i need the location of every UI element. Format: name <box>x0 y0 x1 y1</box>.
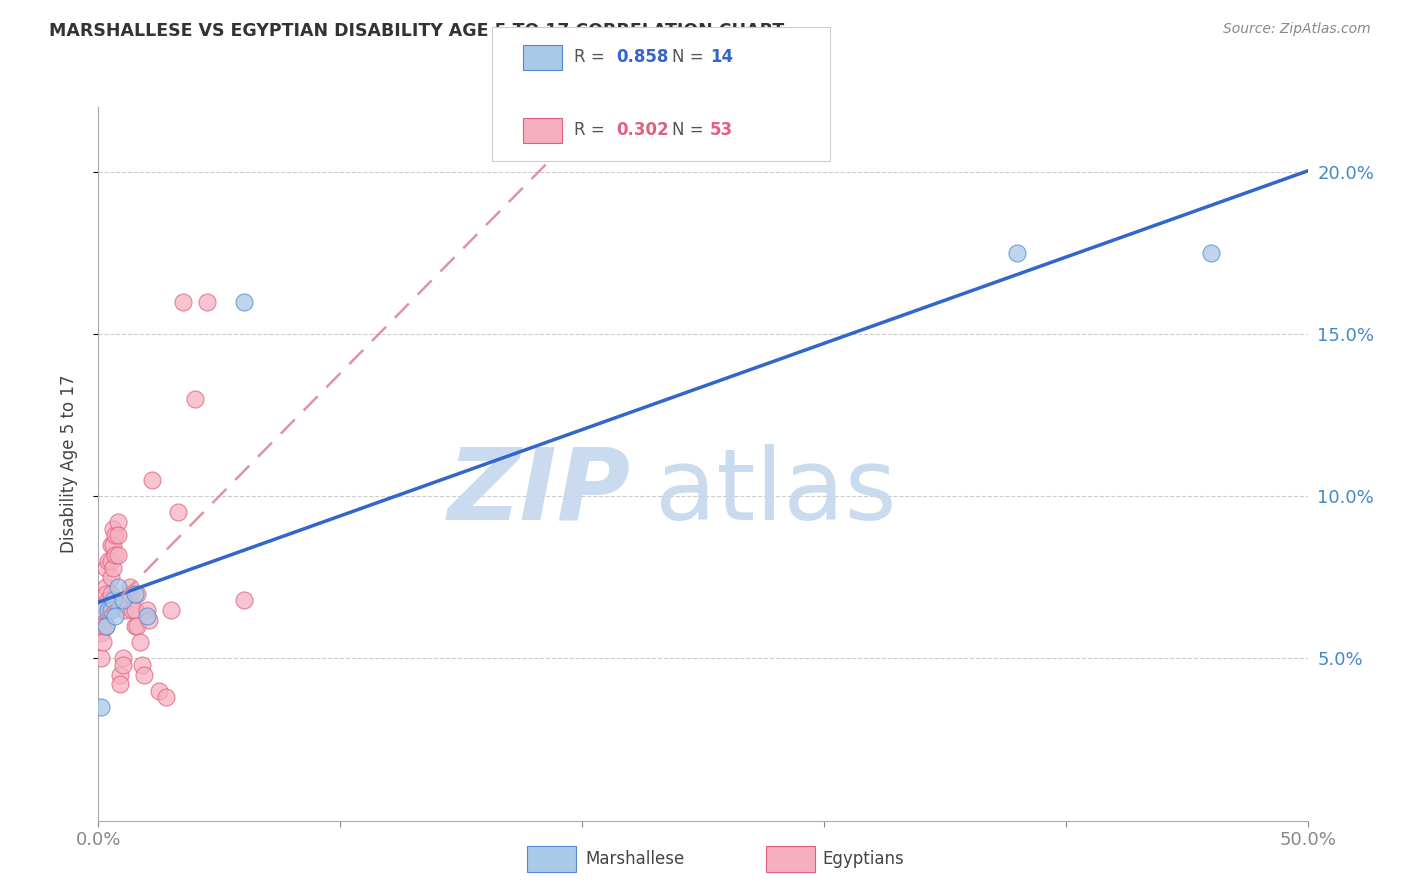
Point <box>127 619 149 633</box>
Text: ZIP: ZIP <box>447 444 630 541</box>
Point <box>90 603 112 617</box>
Text: Source: ZipAtlas.com: Source: ZipAtlas.com <box>1223 22 1371 37</box>
Text: Marshallese: Marshallese <box>585 850 685 868</box>
Point <box>172 294 194 309</box>
Point <box>101 560 124 574</box>
Text: R =: R = <box>574 121 610 139</box>
Text: N =: N = <box>672 121 709 139</box>
Point <box>97 554 120 568</box>
Point <box>135 609 157 624</box>
Point <box>124 586 146 600</box>
Y-axis label: Disability Age 5 to 17: Disability Age 5 to 17 <box>59 375 77 553</box>
Point <box>97 593 120 607</box>
Point <box>100 586 122 600</box>
Point <box>108 677 131 691</box>
Point <box>160 603 183 617</box>
Point <box>91 635 114 649</box>
Point <box>107 528 129 542</box>
Point <box>167 506 190 520</box>
Point <box>232 593 254 607</box>
Point <box>101 593 124 607</box>
Point <box>195 294 218 309</box>
Point <box>107 548 129 562</box>
Point <box>91 613 114 627</box>
Point <box>128 635 150 649</box>
Point <box>90 700 112 714</box>
Text: R =: R = <box>574 48 610 66</box>
Point <box>94 619 117 633</box>
Text: atlas: atlas <box>655 444 896 541</box>
Point <box>111 651 134 665</box>
Point <box>1007 246 1029 260</box>
Point <box>184 392 207 406</box>
Point <box>111 657 134 672</box>
Point <box>100 538 122 552</box>
Point <box>114 603 136 617</box>
Point <box>124 619 146 633</box>
Point <box>91 603 114 617</box>
Text: MARSHALLESE VS EGYPTIAN DISABILITY AGE 5 TO 17 CORRELATION CHART: MARSHALLESE VS EGYPTIAN DISABILITY AGE 5… <box>49 22 785 40</box>
Point <box>124 603 146 617</box>
Text: 14: 14 <box>710 48 733 66</box>
Point <box>148 684 170 698</box>
Point <box>107 515 129 529</box>
Point <box>118 580 141 594</box>
Text: 0.302: 0.302 <box>616 121 668 139</box>
Point <box>117 593 139 607</box>
Point <box>232 294 254 309</box>
Text: N =: N = <box>672 48 709 66</box>
Point <box>90 625 112 640</box>
Point <box>101 522 124 536</box>
Point <box>91 603 114 617</box>
Text: 53: 53 <box>710 121 733 139</box>
Point <box>111 593 134 607</box>
Point <box>94 560 117 574</box>
Point <box>97 603 120 617</box>
Point <box>135 603 157 617</box>
Point <box>94 586 117 600</box>
Point <box>108 667 131 681</box>
Point <box>94 580 117 594</box>
Point <box>107 580 129 594</box>
Point <box>141 473 163 487</box>
Point <box>100 554 122 568</box>
Text: Egyptians: Egyptians <box>823 850 904 868</box>
Point <box>138 613 160 627</box>
Text: 0.858: 0.858 <box>616 48 668 66</box>
Point <box>101 538 124 552</box>
Point <box>131 657 153 672</box>
Point <box>118 586 141 600</box>
Point <box>121 603 143 617</box>
Point <box>94 619 117 633</box>
Point <box>1199 246 1222 260</box>
Point <box>127 586 149 600</box>
Point <box>90 651 112 665</box>
Point <box>134 667 156 681</box>
Point <box>104 528 127 542</box>
Point <box>90 619 112 633</box>
Point <box>104 609 127 624</box>
Point <box>155 690 177 705</box>
Point <box>104 548 127 562</box>
Point <box>91 619 114 633</box>
Point <box>100 603 122 617</box>
Point <box>100 570 122 584</box>
